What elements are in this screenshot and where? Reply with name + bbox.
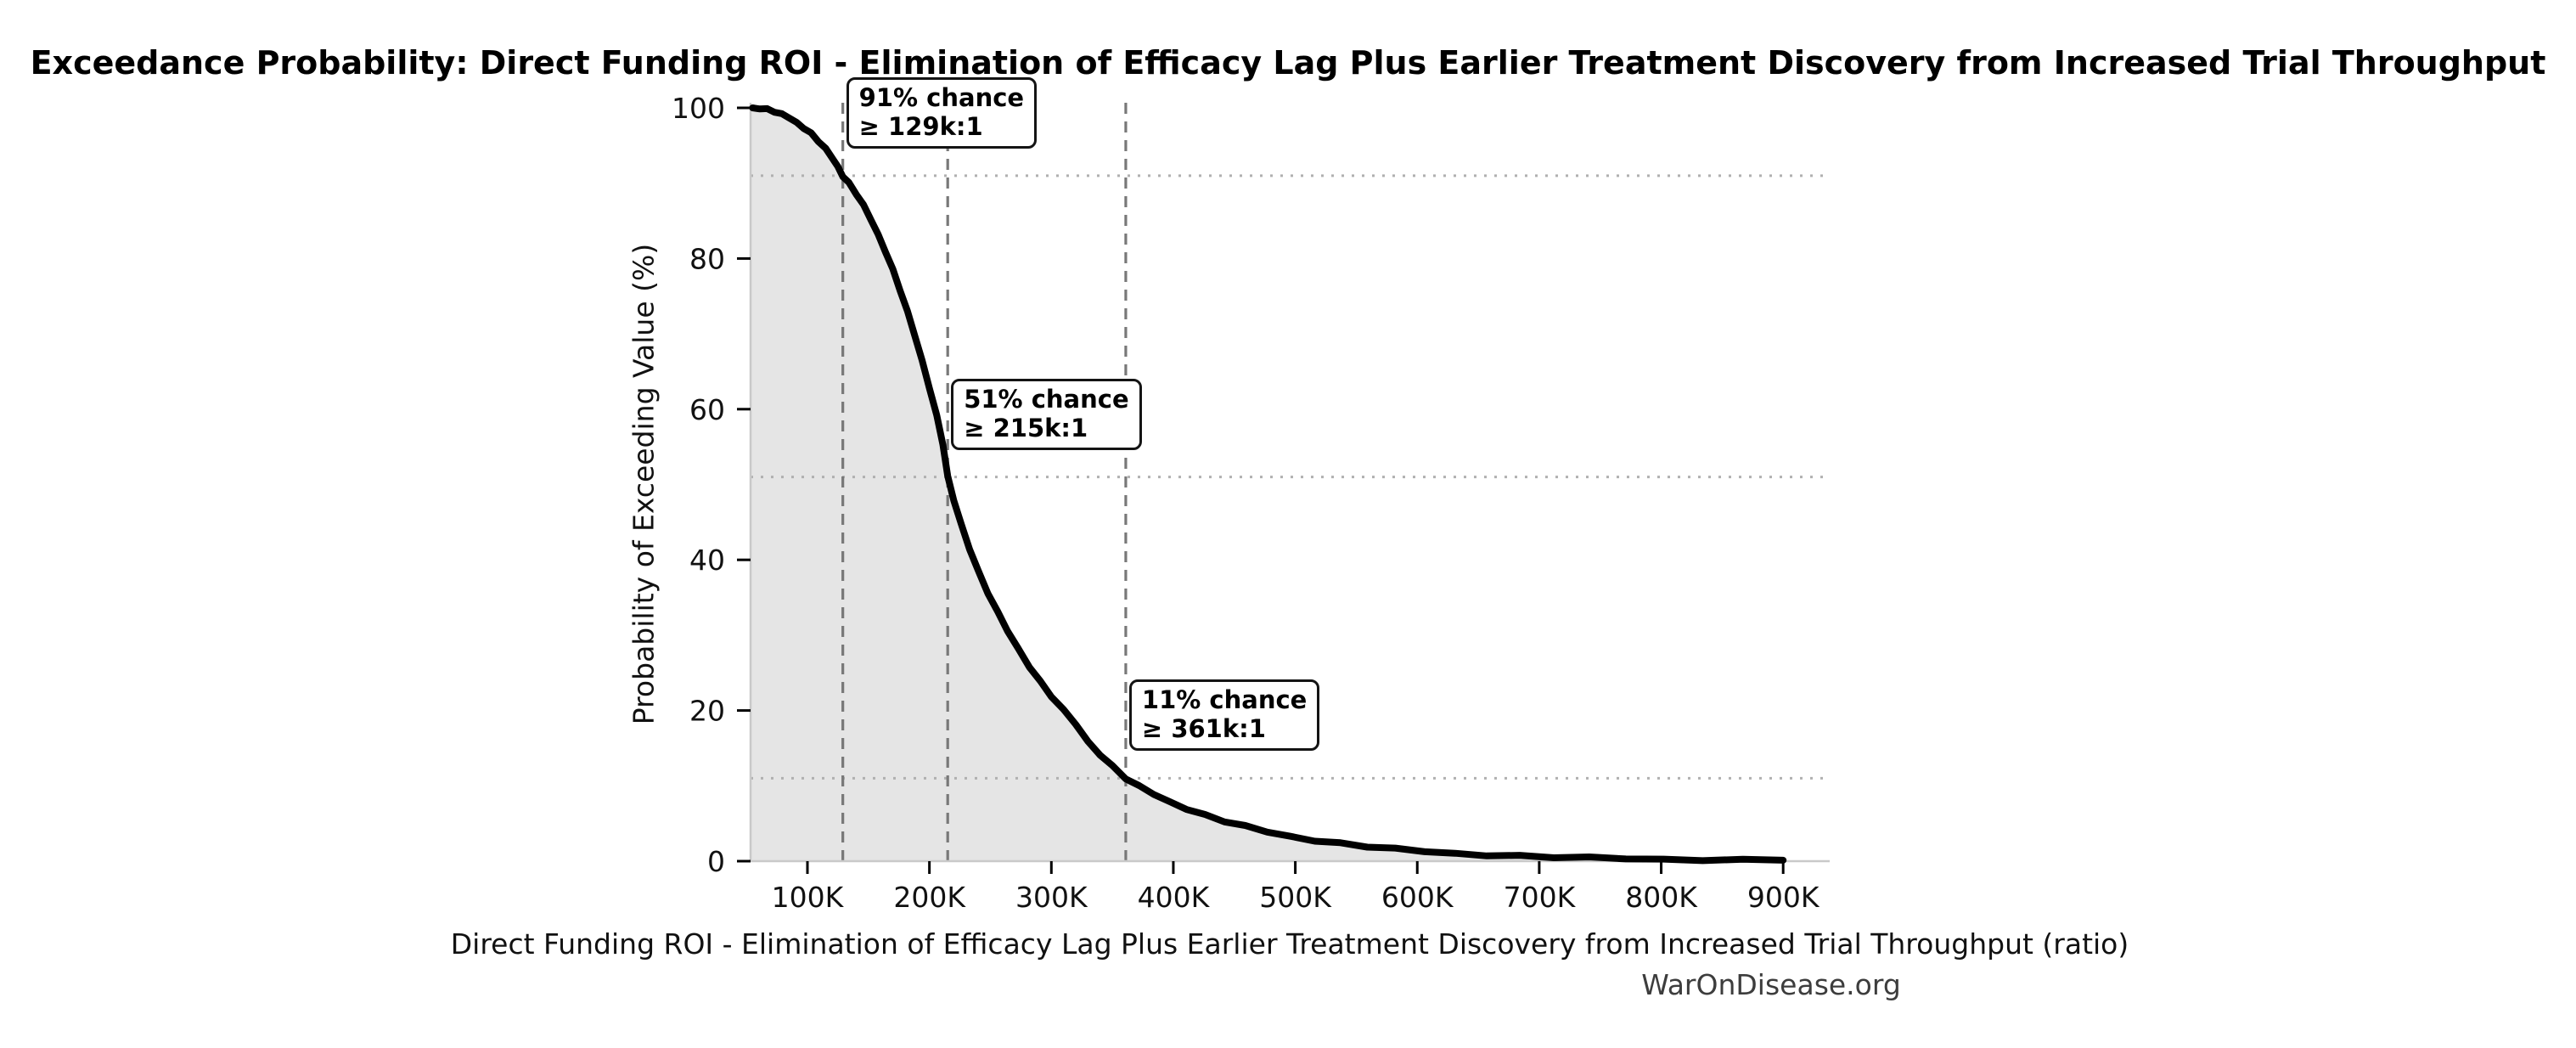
x-tick-label-600K: 600K [1381, 881, 1454, 914]
exceedance-curve [749, 104, 1787, 865]
y-tick-label-100: 100 [672, 92, 725, 125]
annotation-value-text: ≥ 215k:1 [964, 413, 1088, 442]
x-tick-label-900K: 900K [1747, 881, 1820, 914]
annotation-chance-text: 11% chance [1141, 685, 1308, 715]
x-tick-label-100K: 100K [772, 881, 845, 914]
y-tick-label-60: 60 [689, 393, 725, 426]
x-tick-label-200K: 200K [893, 881, 966, 914]
x-tick-label-800K: 800K [1625, 881, 1698, 914]
annotation-51pct-box: 51% chance ≥ 215k:1 [951, 378, 1142, 450]
y-tick-label-20: 20 [689, 695, 725, 728]
annotation-91pct-box: 91% chance ≥ 129k:1 [846, 76, 1038, 149]
x-tick-label-300K: 300K [1015, 881, 1088, 914]
x-axis-label: Direct Funding ROI - Elimination of Effi… [450, 927, 2129, 961]
annotation-11pct-box: 11% chance ≥ 361k:1 [1128, 679, 1320, 752]
y-tick-label-80: 80 [689, 242, 725, 275]
chart-title: Exceedance Probability: Direct Funding R… [30, 44, 2546, 82]
y-tick-label-40: 40 [689, 544, 725, 577]
annotation-chance-text: 51% chance [964, 384, 1129, 414]
x-tick-label-400K: 400K [1138, 881, 1211, 914]
annotation-chance-text: 91% chance [858, 82, 1025, 112]
footer-watermark: WarOnDisease.org [1641, 968, 1901, 1001]
x-tick-label-700K: 700K [1504, 881, 1577, 914]
curve-fill-area [751, 108, 1784, 861]
x-tick-label-500K: 500K [1259, 881, 1332, 914]
y-tick-label-0: 0 [707, 845, 725, 878]
annotation-value-text: ≥ 129k:1 [858, 111, 983, 141]
annotation-value-text: ≥ 361k:1 [1141, 714, 1266, 744]
y-axis-label: Probability of Exceeding Value (%) [627, 243, 661, 725]
